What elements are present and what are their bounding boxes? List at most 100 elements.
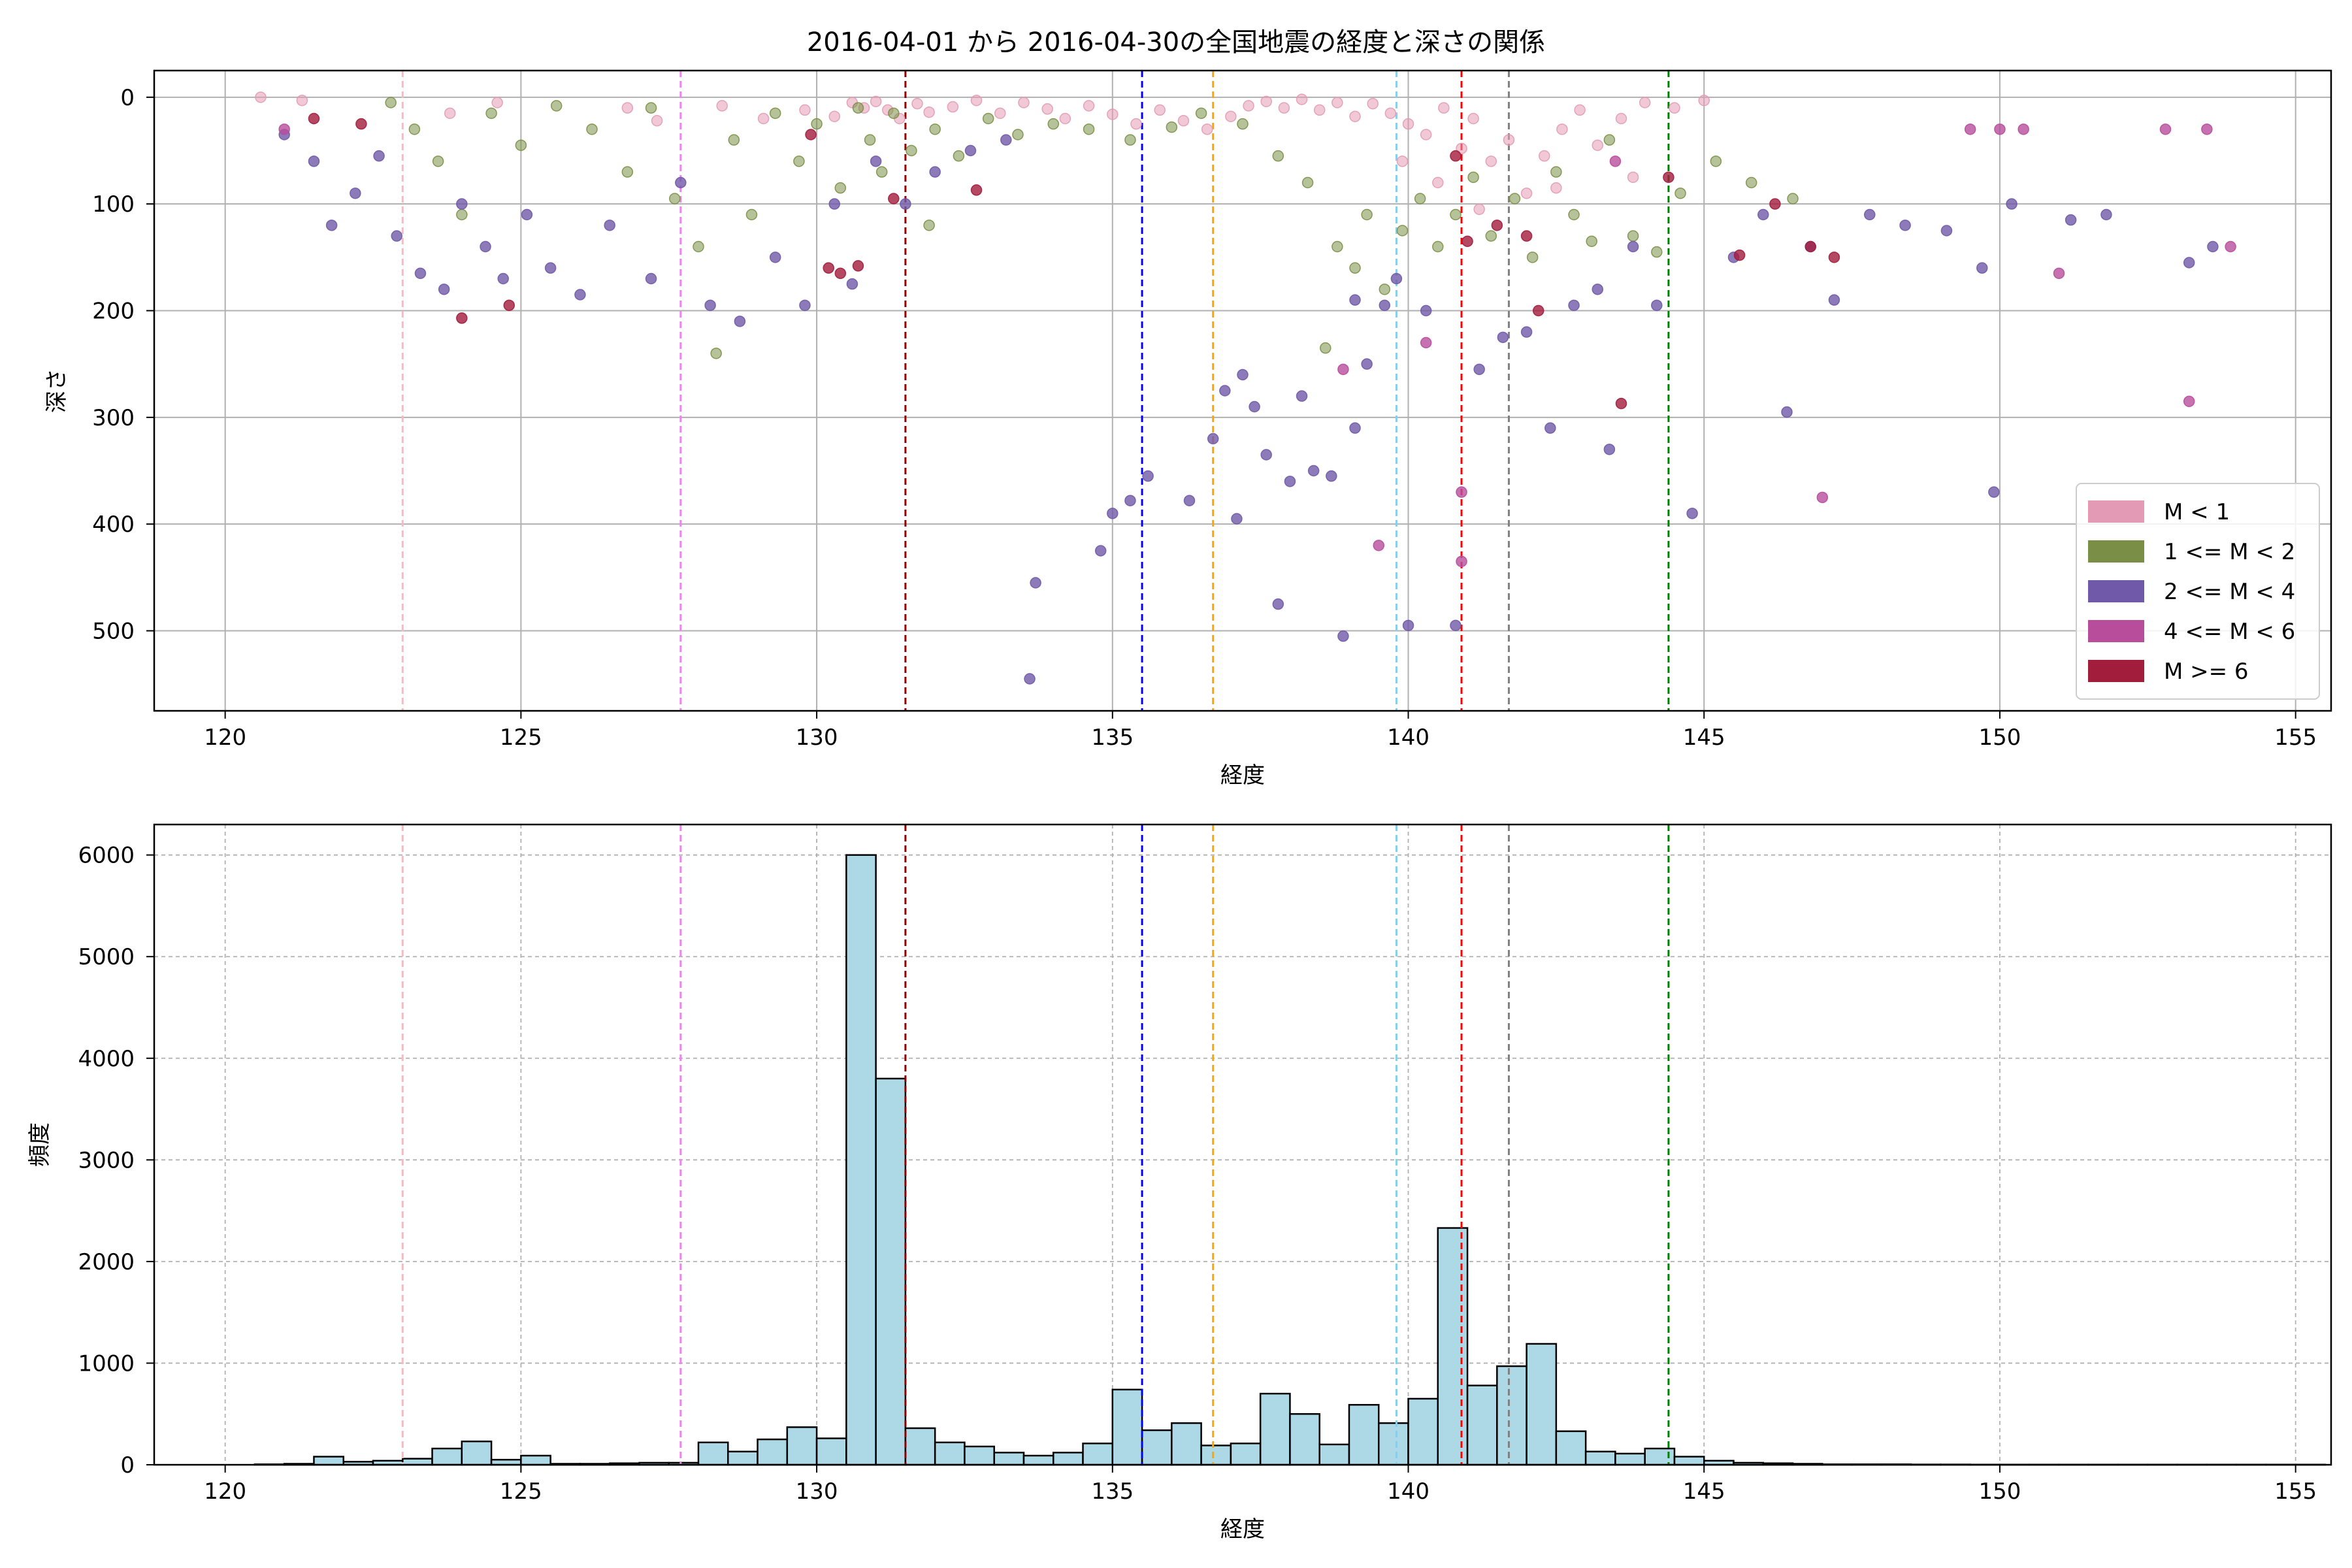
scatter-point bbox=[1899, 220, 1911, 231]
scatter-point bbox=[693, 240, 704, 253]
scatter-point bbox=[1450, 150, 1462, 162]
histogram-bar bbox=[727, 1450, 759, 1466]
scatter-point bbox=[1627, 171, 1639, 184]
histogram-bar bbox=[431, 1447, 463, 1466]
scatter-point bbox=[1456, 555, 1467, 568]
scatter-point bbox=[1432, 240, 1444, 253]
scatter-point bbox=[1467, 171, 1479, 184]
scatter-point bbox=[1828, 252, 1840, 263]
scatter-point bbox=[604, 220, 615, 231]
scatter-series bbox=[278, 123, 2236, 568]
histogram-y-ticks: 0 1000 2000 3000 4000 5000 6000 bbox=[78, 843, 154, 1478]
scatter-point bbox=[373, 150, 385, 162]
histogram-bar bbox=[1082, 1443, 1114, 1466]
scatter-point bbox=[1491, 220, 1503, 231]
scatter-point bbox=[1663, 171, 1674, 184]
scatter-point bbox=[1568, 208, 1580, 221]
scatter-point bbox=[1450, 619, 1462, 632]
scatter-point bbox=[1520, 188, 1533, 199]
histogram-grid bbox=[154, 825, 2331, 1465]
scatter-point bbox=[1041, 103, 1053, 115]
legend-swatch bbox=[2088, 500, 2144, 523]
scatter-point bbox=[1432, 176, 1444, 189]
scatter-point bbox=[1420, 129, 1432, 140]
scatter-point bbox=[1237, 368, 1249, 381]
histogram-bar bbox=[1466, 1384, 1498, 1466]
scatter-point bbox=[1450, 208, 1462, 221]
scatter-point bbox=[888, 107, 900, 120]
histogram-y-tick-label: 6000 bbox=[78, 843, 135, 869]
scatter-point bbox=[1260, 449, 1272, 461]
scatter-series bbox=[278, 129, 2219, 685]
scatter-point bbox=[1337, 363, 1349, 376]
scatter-point bbox=[1296, 93, 1308, 105]
histogram-bar bbox=[1407, 1397, 1439, 1466]
histogram-bar bbox=[1200, 1445, 1232, 1466]
scatter-point bbox=[1195, 107, 1207, 120]
scatter-point bbox=[1710, 155, 1722, 167]
scatter-point bbox=[870, 95, 882, 108]
histogram-bar bbox=[1673, 1456, 1705, 1466]
scatter-point bbox=[846, 278, 858, 290]
scatter-point bbox=[1059, 112, 1071, 125]
scatter-point bbox=[953, 150, 965, 162]
scatter-point bbox=[1018, 97, 1030, 108]
scatter-point bbox=[929, 166, 941, 178]
figure-title: 2016-04-01 から 2016-04-30の全国地震の経度と深さの関係 bbox=[807, 27, 1545, 57]
scatter-point bbox=[1414, 193, 1426, 204]
scatter-point bbox=[1083, 123, 1095, 135]
histogram-bar bbox=[815, 1437, 847, 1466]
scatter-point bbox=[2201, 123, 2213, 135]
scatter-point bbox=[1231, 513, 1243, 525]
histogram-bar bbox=[904, 1427, 936, 1466]
histogram-bar bbox=[1437, 1227, 1469, 1466]
scatter-point bbox=[1550, 166, 1562, 178]
scatter-series bbox=[255, 91, 1710, 216]
scatter-point bbox=[1497, 331, 1509, 344]
histogram-x-tick-label: 155 bbox=[2274, 1478, 2317, 1505]
scatter-point bbox=[888, 193, 900, 204]
scatter-point bbox=[503, 299, 515, 312]
scatter-point bbox=[1574, 104, 1586, 116]
scatter-x-tick-label: 125 bbox=[500, 725, 542, 751]
scatter-point bbox=[793, 155, 805, 167]
histogram-bar bbox=[1111, 1388, 1143, 1466]
scatter-point bbox=[1568, 299, 1580, 312]
histogram-bar bbox=[1644, 1447, 1676, 1466]
scatter-point bbox=[1396, 225, 1409, 237]
histogram-bar bbox=[1614, 1452, 1646, 1466]
histogram-bar bbox=[1230, 1443, 1262, 1466]
scatter-point bbox=[1361, 358, 1373, 370]
scatter-point bbox=[2100, 208, 2112, 221]
legend-box bbox=[2076, 483, 2320, 700]
histogram-bar bbox=[1141, 1429, 1173, 1466]
scatter-point bbox=[308, 155, 320, 167]
legend-swatch bbox=[2088, 580, 2144, 602]
scatter-point bbox=[1030, 577, 1041, 589]
histogram-y-tick-label: 2000 bbox=[78, 1249, 135, 1275]
scatter-point bbox=[811, 118, 823, 130]
scatter-point bbox=[1361, 208, 1373, 221]
histogram-x-tick-label: 120 bbox=[204, 1478, 246, 1505]
scatter-point bbox=[651, 115, 663, 127]
histogram-bar bbox=[1496, 1365, 1527, 1466]
scatter-point bbox=[1544, 422, 1556, 434]
scatter-point bbox=[1420, 304, 1432, 317]
scatter-y-tick-label: 0 bbox=[120, 85, 135, 111]
scatter-point bbox=[828, 110, 840, 122]
scatter-point bbox=[1615, 397, 1627, 410]
histogram-bar bbox=[1555, 1430, 1587, 1466]
scatter-point bbox=[1373, 540, 1384, 551]
scatter-point bbox=[1012, 129, 1024, 140]
scatter-point bbox=[669, 193, 681, 204]
scatter-x-tick-label: 150 bbox=[1979, 725, 2021, 751]
scatter-point bbox=[1402, 118, 1414, 130]
legend-swatch bbox=[2088, 660, 2144, 682]
scatter-point bbox=[1669, 102, 1680, 114]
scatter-point bbox=[1331, 240, 1343, 253]
scatter-point bbox=[645, 272, 657, 285]
scatter-point bbox=[1201, 123, 1213, 135]
scatter-point bbox=[1367, 97, 1379, 110]
scatter-x-tick-label: 130 bbox=[796, 725, 838, 751]
